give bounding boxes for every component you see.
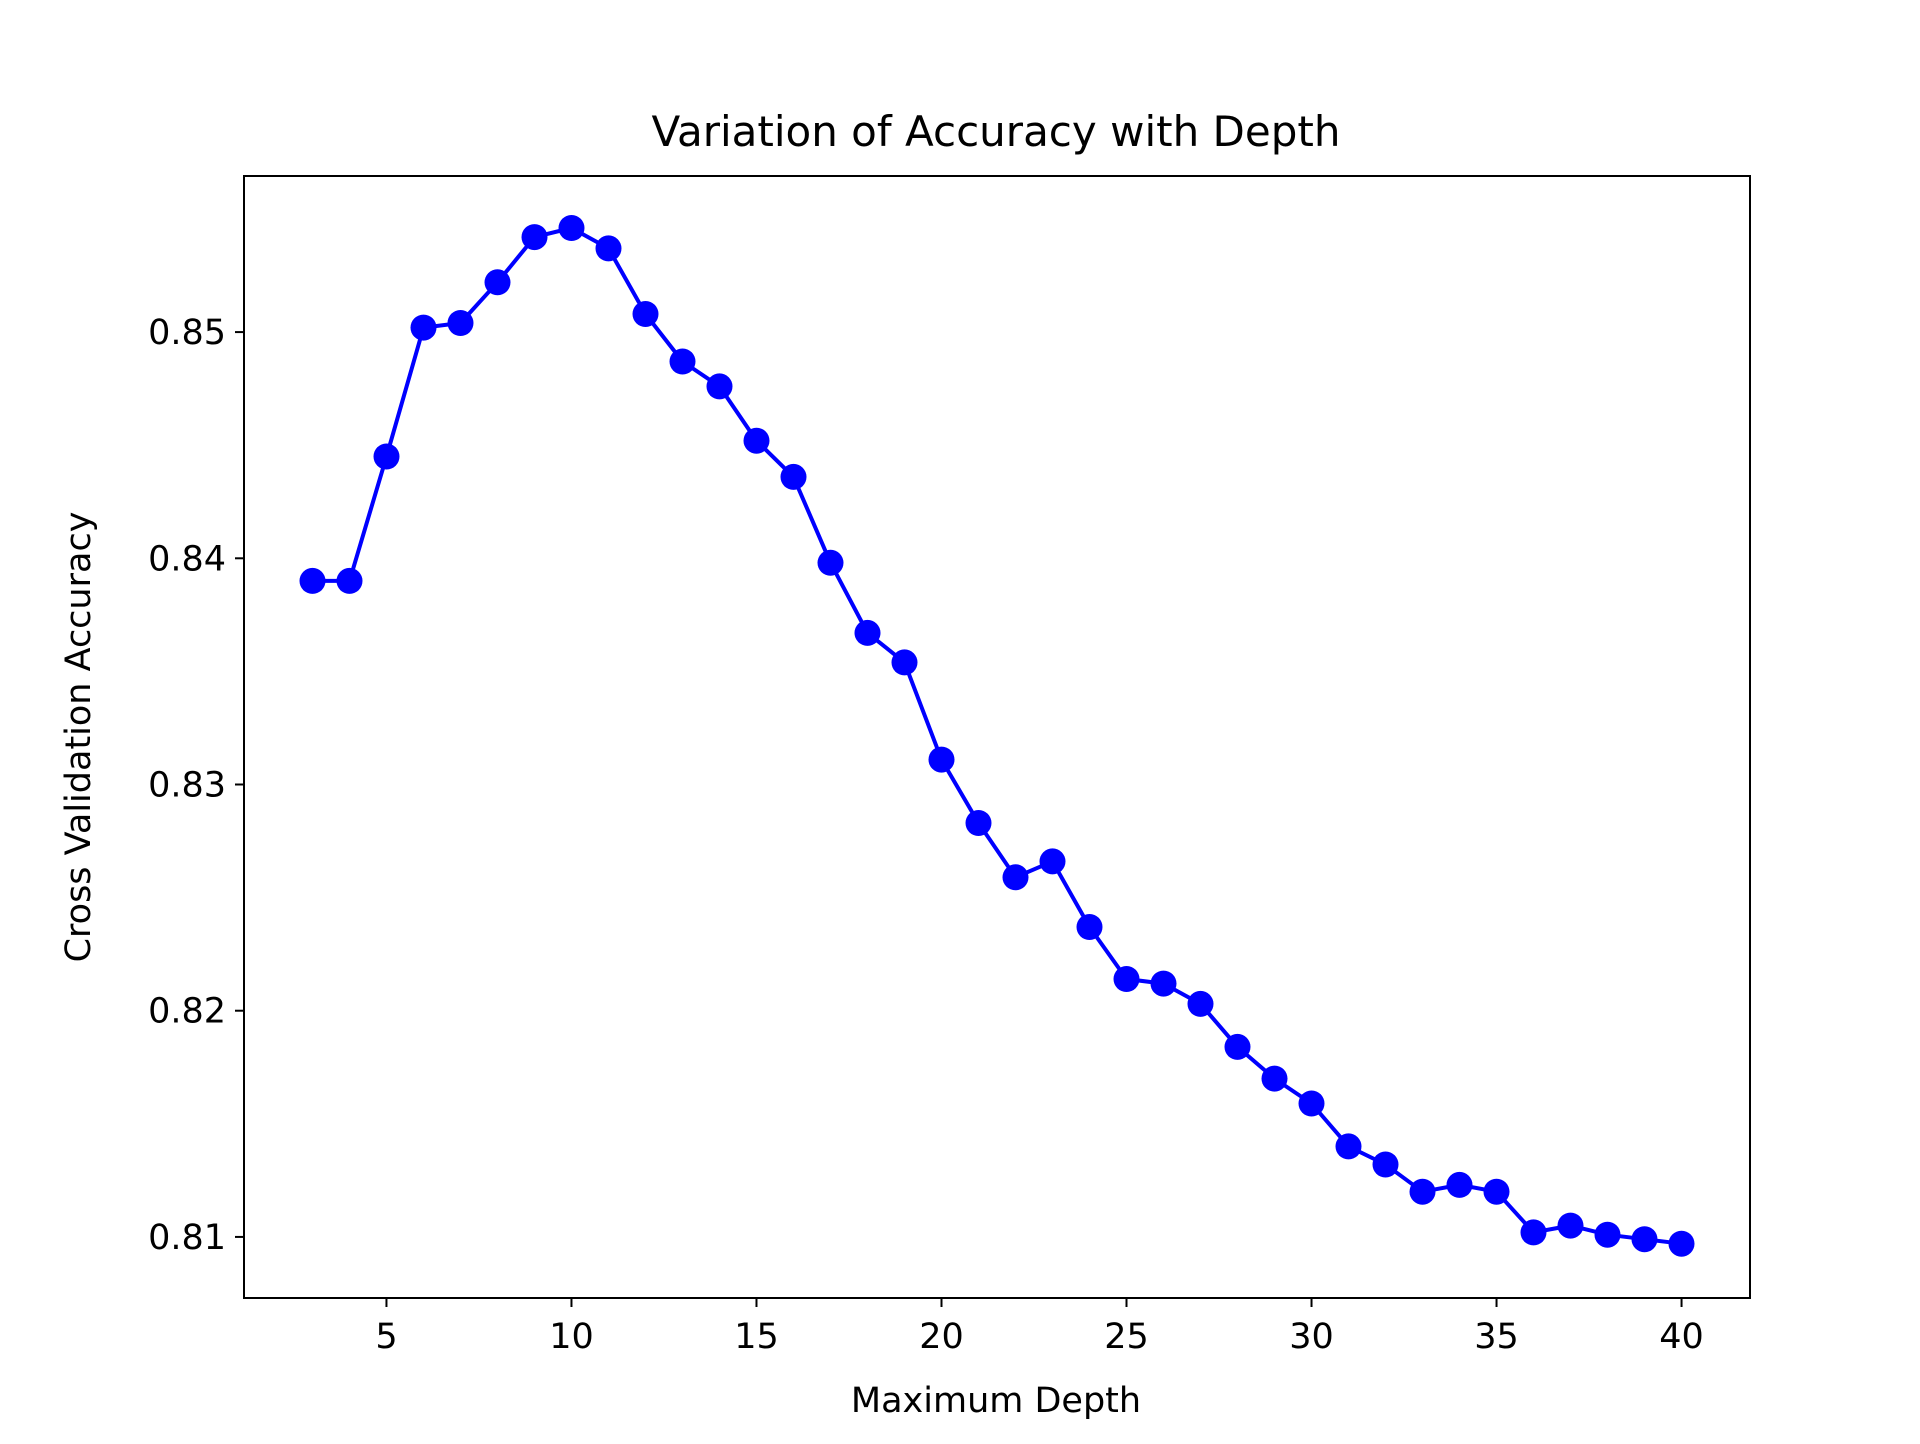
- data-point: [1335, 1133, 1362, 1160]
- data-point: [1557, 1212, 1584, 1239]
- data-point: [484, 269, 511, 296]
- x-tick-label: 35: [1474, 1317, 1519, 1357]
- x-tick-label: 40: [1659, 1317, 1704, 1357]
- x-tick-label: 30: [1289, 1317, 1334, 1357]
- data-point: [1039, 848, 1066, 875]
- x-axis-label: Maximum Depth: [851, 1381, 1141, 1421]
- data-point: [965, 810, 992, 836]
- data-point: [817, 549, 844, 576]
- data-point: [780, 463, 807, 490]
- data-point: [447, 310, 474, 336]
- data-point: [1224, 1033, 1251, 1060]
- x-tick-label: 10: [549, 1317, 594, 1357]
- y-tick-label: 0.83: [148, 766, 226, 806]
- chart-title: Variation of Accuracy with Depth: [651, 107, 1340, 156]
- data-point: [1113, 966, 1140, 992]
- data-point: [1446, 1171, 1473, 1198]
- data-point: [632, 301, 659, 327]
- data-point: [891, 649, 918, 676]
- x-tick-label: 15: [734, 1317, 779, 1357]
- data-point: [706, 373, 733, 400]
- data-point: [1076, 914, 1103, 940]
- data-point: [1483, 1178, 1510, 1205]
- data-point: [1002, 864, 1029, 891]
- data-point: [336, 567, 363, 594]
- data-point: [595, 235, 622, 262]
- data-point: [1372, 1151, 1399, 1178]
- y-tick-label: 0.82: [148, 992, 226, 1032]
- plot-frame: [243, 175, 1751, 1299]
- x-tick-label: 20: [919, 1317, 964, 1357]
- x-tick-label: 5: [375, 1317, 397, 1357]
- data-point: [1520, 1219, 1547, 1246]
- axis-ticks: 5 10 15 20 25 30 35 40 0.81 0.82 0.83 0.84 0.85: [148, 313, 1704, 1357]
- data-point: [1631, 1226, 1658, 1253]
- data-point: [1261, 1065, 1288, 1092]
- data-point: [1150, 970, 1177, 997]
- data-point: [669, 348, 696, 375]
- data-point: [1594, 1221, 1621, 1248]
- data-point: [1409, 1178, 1436, 1205]
- data-point: [299, 567, 326, 594]
- y-tick-label: 0.81: [148, 1218, 226, 1258]
- data-point: [1298, 1090, 1325, 1117]
- plot-marks: [299, 215, 1695, 1257]
- y-tick-label: 0.85: [148, 313, 226, 353]
- data-point: [521, 224, 548, 251]
- data-point: [410, 314, 437, 341]
- data-point: [743, 427, 770, 454]
- data-point: [854, 619, 881, 646]
- data-point: [558, 215, 585, 241]
- data-point: [1187, 990, 1214, 1017]
- data-point: [928, 746, 955, 773]
- data-point: [1668, 1230, 1695, 1257]
- y-tick-label: 0.84: [148, 539, 226, 579]
- data-point: [373, 443, 400, 470]
- x-tick-label: 25: [1104, 1317, 1149, 1357]
- y-axis-label: Cross Validation Accuracy: [59, 512, 99, 963]
